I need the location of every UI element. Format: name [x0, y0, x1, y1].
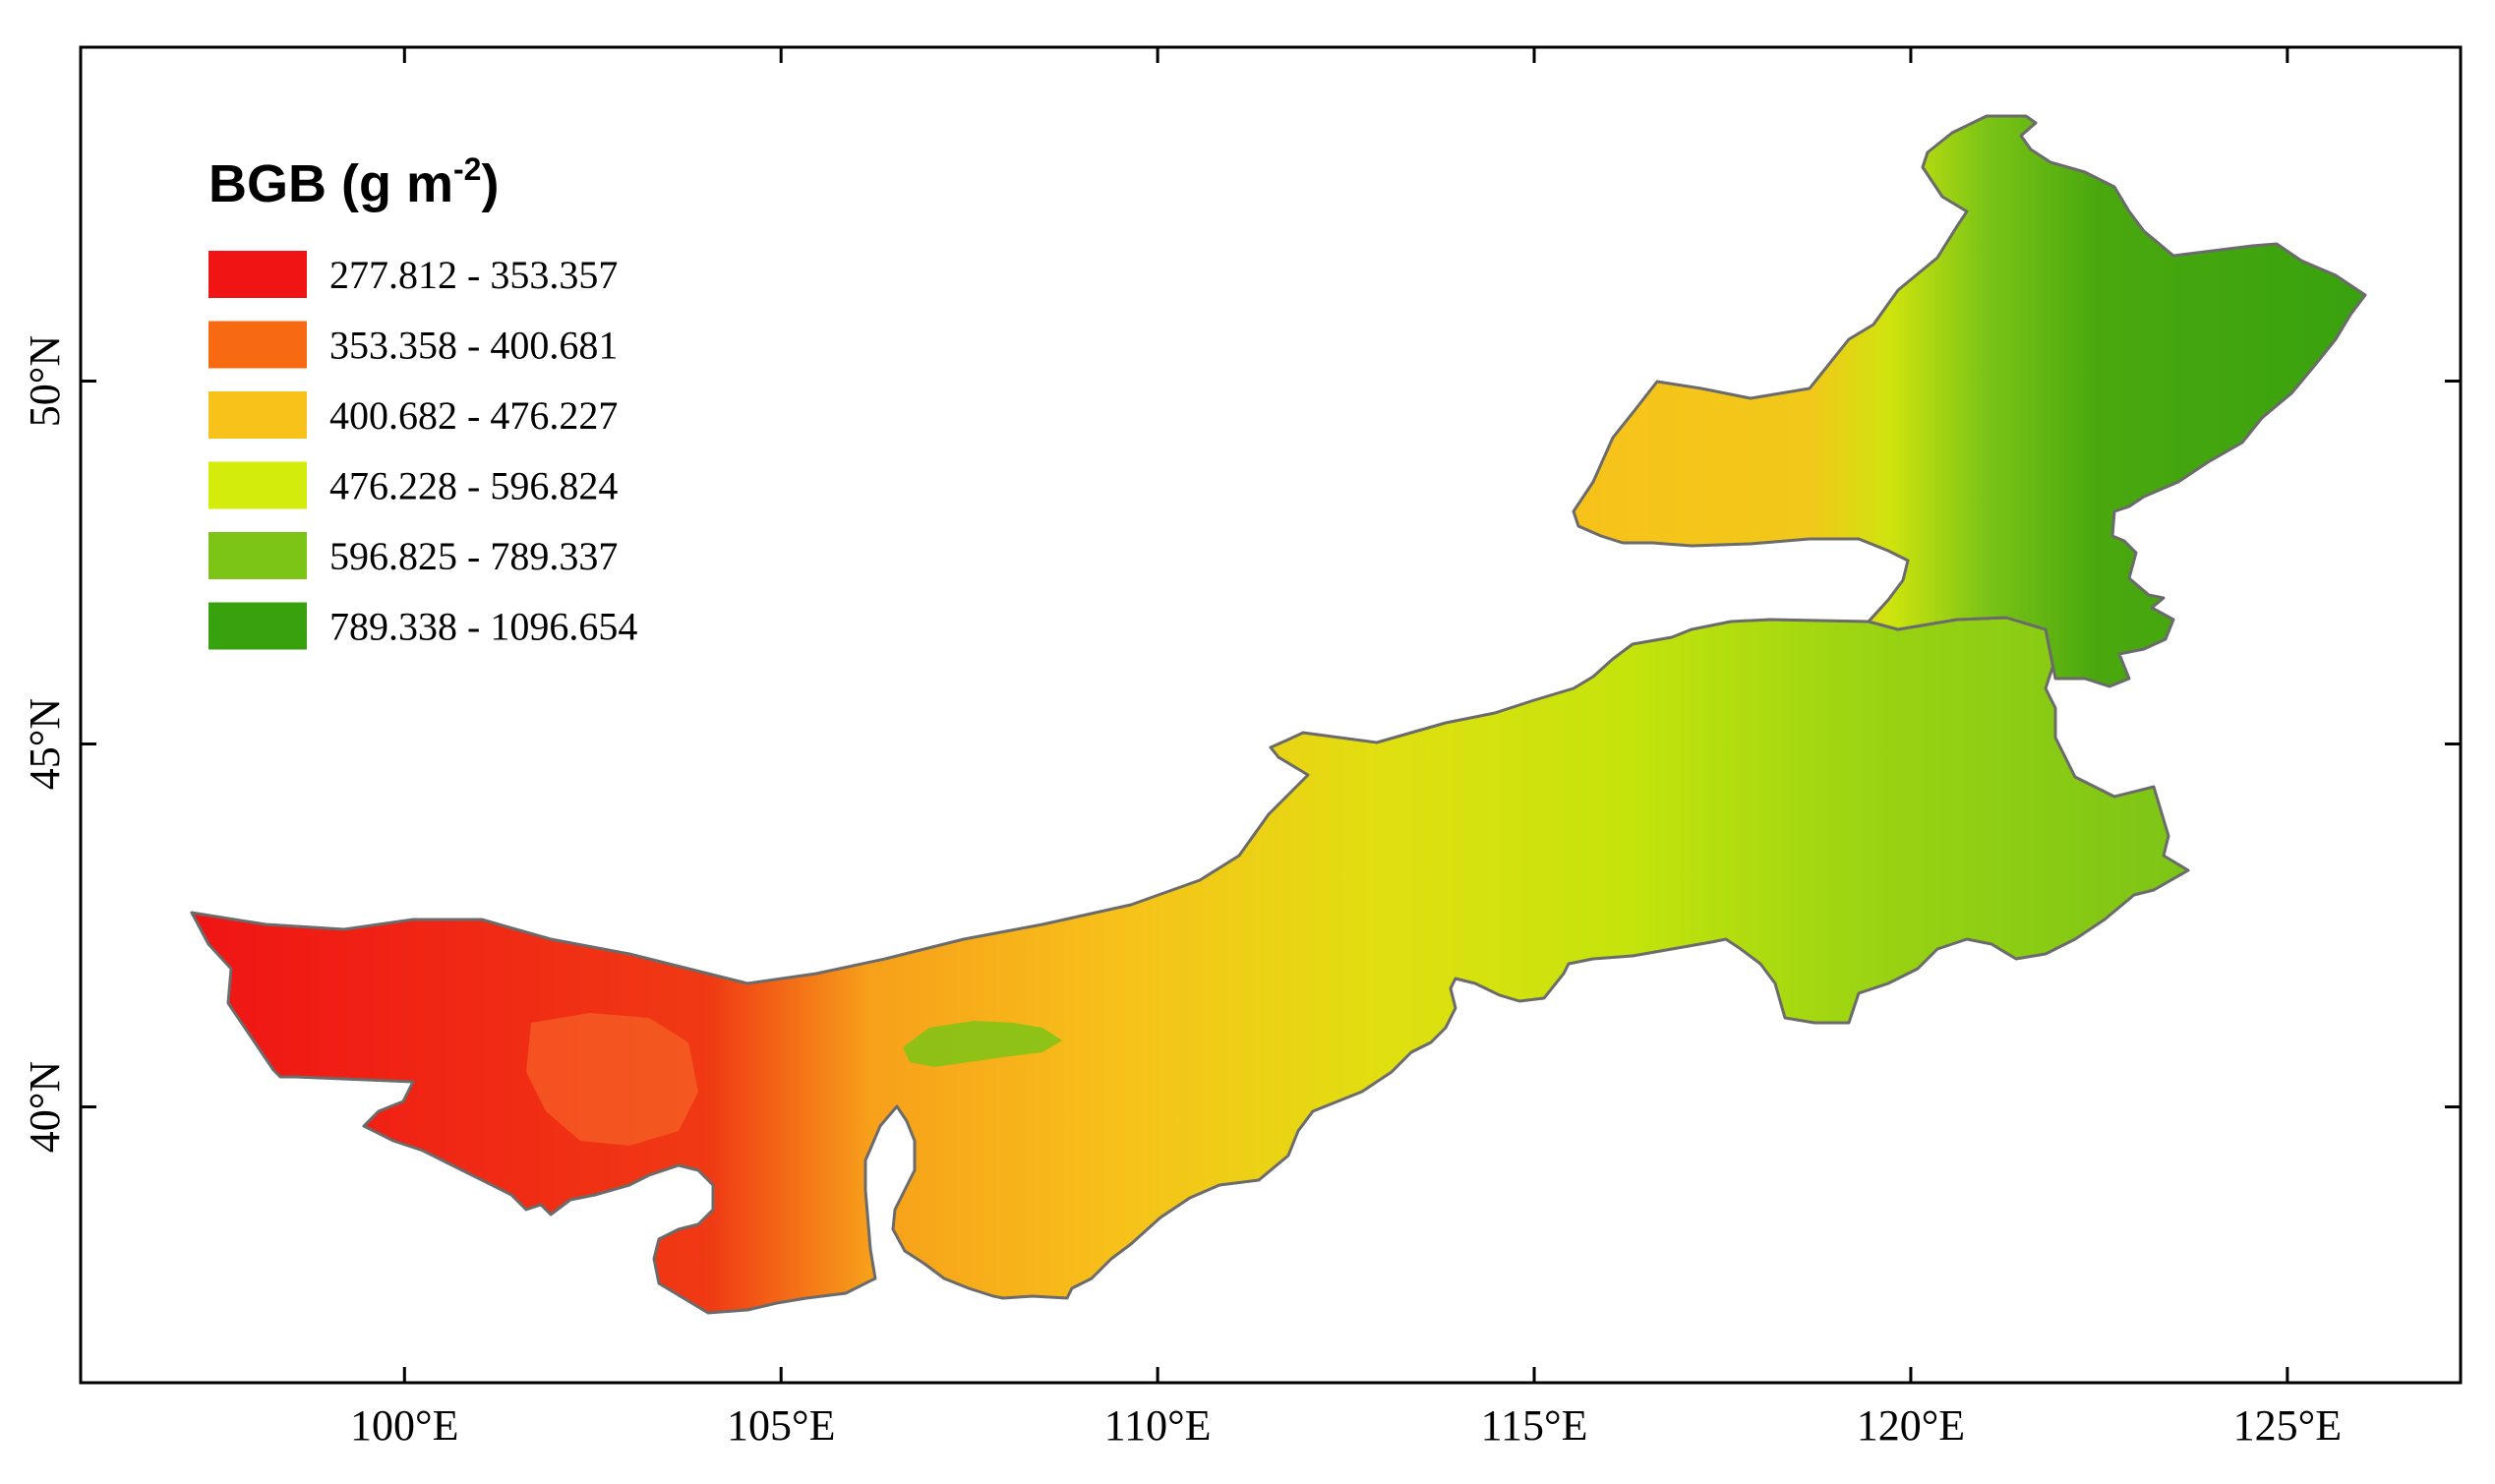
legend-swatch [208, 602, 307, 650]
legend-swatch [208, 532, 307, 579]
x-tick-label: 125°E [2233, 1401, 2342, 1450]
x-tick-label: 115°E [1481, 1401, 1588, 1450]
x-axis-ticks: 100°E 105°E 110°E 115°E 120°E 125°E [350, 47, 2342, 1450]
y-tick-label: 45°N [21, 698, 69, 790]
region-main-body [190, 616, 2190, 1315]
map-frame [79, 45, 2463, 1385]
y-tick-label: 50°N [21, 335, 69, 427]
legend-title: BGB (g m-2) [208, 151, 499, 213]
legend-swatch [208, 321, 307, 369]
legend-items: 277.812 - 353.357 353.358 - 400.681 400.68… [208, 251, 637, 650]
legend: BGB (g m-2) 277.812 - 353.357 353.358 - 4… [208, 151, 637, 650]
legend-swatch [208, 391, 307, 439]
x-tick-label: 120°E [1857, 1401, 1965, 1450]
region-shape [190, 114, 2367, 1315]
legend-label: 353.358 - 400.681 [329, 324, 618, 368]
legend-label: 596.825 - 789.337 [329, 534, 618, 578]
legend-swatch [208, 461, 307, 509]
y-tick-label: 40°N [21, 1061, 69, 1153]
legend-title-close: ) [481, 154, 499, 213]
legend-title-main: BGB (g m [208, 154, 453, 213]
legend-label: 277.812 - 353.357 [329, 253, 618, 297]
river-valley-patch [903, 1021, 1062, 1067]
x-tick-label: 110°E [1104, 1401, 1212, 1450]
y-axis-ticks: 50°N 45°N 40°N [21, 335, 2461, 1153]
legend-label: 400.682 - 476.227 [329, 393, 618, 438]
legend-label: 476.228 - 596.824 [329, 464, 618, 508]
x-tick-label: 105°E [727, 1401, 835, 1450]
legend-label: 789.338 - 1096.654 [329, 605, 637, 649]
legend-title-sup: -2 [453, 151, 481, 187]
legend-swatch [208, 251, 307, 298]
x-tick-label: 100°E [350, 1401, 458, 1450]
western-desert-patch [526, 1013, 698, 1146]
region-northeast [1572, 114, 2367, 688]
